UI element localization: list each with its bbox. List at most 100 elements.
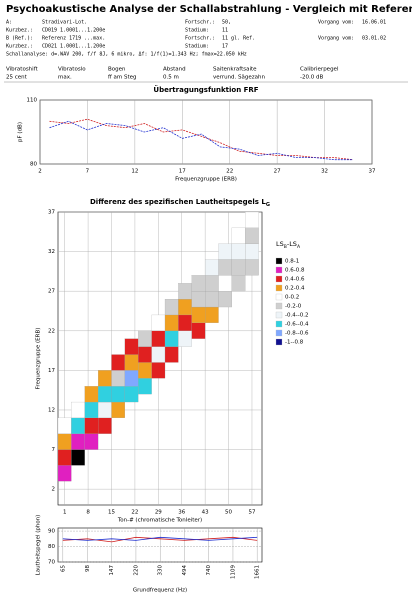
header-field: Vorgang vom:	[318, 36, 354, 42]
x-tick-label: 65	[60, 565, 66, 572]
x-tick-label: 2	[38, 169, 42, 175]
heat-cell	[164, 346, 179, 363]
header-field: CD021 1.0001...1.200e	[42, 44, 105, 50]
chart-title: Übertragungsfunktion FRF	[153, 85, 258, 94]
setting-header: Calibrierpegel	[300, 67, 339, 73]
setting-header: Vibratoshift	[6, 67, 39, 73]
setting-header: Bogen	[108, 67, 126, 73]
y-tick-label: 70	[48, 560, 55, 566]
legend-swatch	[275, 311, 283, 319]
legend-title-part: -LS	[287, 240, 297, 248]
legend-label: 0.6-0.8	[285, 268, 305, 274]
heat-cell	[205, 259, 219, 276]
x-tick-label: 32	[321, 169, 328, 175]
heat-cell	[57, 465, 72, 482]
heat-cell	[231, 243, 246, 260]
plot-area	[39, 99, 373, 165]
heat-cell	[111, 386, 125, 403]
header-field: 11	[222, 28, 228, 34]
heat-cell	[218, 291, 233, 308]
heat-cell	[231, 259, 246, 276]
heat-cell	[98, 401, 112, 418]
header-field: Referenz 1719 ...max.	[42, 36, 105, 42]
header-field: Kurzbez.:	[6, 28, 33, 34]
heat-cell	[84, 433, 99, 450]
heat-cell	[71, 449, 85, 466]
heat-cell	[164, 314, 179, 331]
title-text: Differenz des spezifischen Lautheitspege…	[90, 198, 266, 206]
legend-swatch	[275, 329, 283, 337]
legend-title: LSB-LSA	[276, 240, 301, 250]
series-line	[62, 536, 258, 541]
heat-cell	[98, 370, 112, 387]
heat-cell	[124, 386, 139, 403]
legend-label: 0.4-0.6	[285, 277, 305, 283]
setting-value: max.	[58, 75, 72, 81]
y-tick-label: 110	[27, 98, 38, 104]
legend-swatch	[275, 266, 283, 274]
header-field: Fortschr.:	[185, 20, 215, 26]
x-tick-label: 1661	[255, 565, 261, 579]
legend-swatch	[275, 257, 283, 265]
chart-title: Differenz des spezifischen Lautheitspege…	[90, 198, 270, 208]
header-field: 50,	[222, 20, 231, 26]
x-axis-label: Grundfrequenz (Hz)	[133, 588, 187, 594]
header-field: Schallanalyse: d=.WAV 200, f/f 8J, 6 mik…	[6, 52, 247, 58]
heat-cell	[218, 275, 233, 292]
heat-cell	[178, 283, 192, 300]
heat-cell	[124, 338, 139, 355]
header-field: Stadium:	[185, 28, 209, 34]
y-tick-label: 27	[48, 289, 55, 295]
x-tick-label: 220	[133, 565, 139, 576]
heat-cell	[164, 330, 179, 347]
legend-label: 0.8-1	[285, 259, 299, 265]
x-tick-label: 37	[369, 169, 376, 175]
header-field: CD019 1.0001...1.200e	[42, 28, 105, 34]
heat-cell	[245, 211, 259, 228]
setting-header: Saitenkraftsaite	[213, 67, 257, 73]
heat-cell	[84, 401, 99, 418]
legend-title-part: A	[297, 244, 301, 250]
heat-cell	[57, 417, 72, 434]
header-field: 17	[222, 44, 228, 50]
x-tick-label: 17	[179, 169, 186, 175]
heat-cell	[164, 299, 179, 316]
header-field: Stradivari-Lot.	[42, 20, 87, 26]
heat-cell	[205, 306, 219, 323]
header-field: A:	[6, 20, 12, 26]
x-tick-label: 740	[206, 565, 212, 576]
heat-cell	[98, 417, 112, 434]
legend-swatch	[275, 338, 283, 346]
y-tick-label: 7	[52, 447, 56, 453]
heat-cell	[138, 330, 152, 347]
heat-cell	[71, 433, 85, 450]
x-tick-label: 330	[158, 565, 164, 576]
x-tick-label: 1109	[230, 565, 236, 579]
header-field: Fortschr.:	[185, 36, 215, 42]
x-tick-label: 57	[248, 510, 255, 516]
heat-cell	[218, 243, 233, 260]
y-axis-label: Frequenzgruppe (ERB)	[36, 328, 42, 390]
heat-cell	[245, 259, 259, 276]
heat-cell	[98, 386, 112, 403]
heat-cell	[205, 291, 219, 308]
heat-cell	[191, 322, 206, 339]
heat-cell	[205, 275, 219, 292]
legend-label: -0.2-0	[285, 304, 302, 310]
setting-value: ff am Steg	[108, 75, 137, 81]
y-tick-label: 22	[48, 328, 55, 334]
heat-cell	[245, 243, 259, 260]
heat-cell	[71, 417, 85, 434]
heat-cell	[151, 362, 166, 379]
x-tick-label: 22	[131, 510, 138, 516]
y-tick-label: 37	[48, 210, 55, 216]
x-tick-label: 147	[109, 565, 115, 576]
heat-cell	[124, 370, 139, 387]
x-axis-label: Ton-# (chromatische Tonleiter)	[117, 518, 202, 524]
x-tick-label: 36	[178, 510, 185, 516]
x-tick-label: 43	[202, 510, 209, 516]
heat-cell	[138, 346, 152, 363]
y-axis-label: Lautheitspegel (phon)	[36, 515, 42, 576]
x-tick-label: 7	[86, 169, 90, 175]
heat-cell	[138, 378, 152, 395]
